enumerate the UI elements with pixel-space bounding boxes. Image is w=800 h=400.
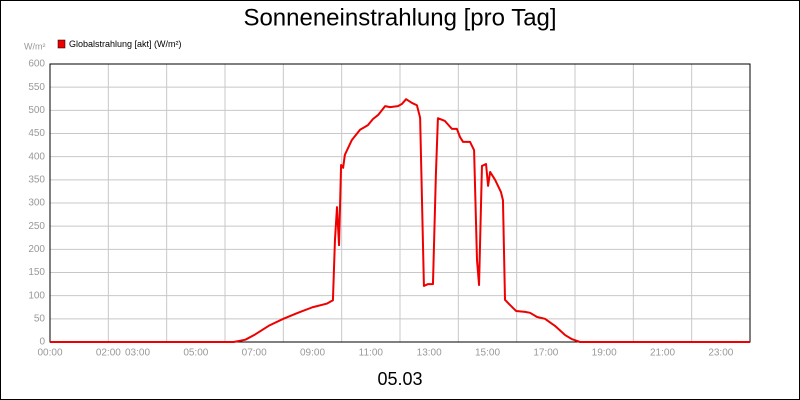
data-line [50, 98, 750, 343]
x-tick-label: 11:00 [359, 348, 384, 359]
x-tick-label: 21:00 [650, 348, 675, 359]
x-tick-label: 15:00 [475, 348, 500, 359]
y-tick-label: 350 [28, 174, 45, 185]
y-tick-label: 400 [28, 151, 45, 162]
x-tick-label: 17:00 [533, 348, 558, 359]
x-axis-label: 05.03 [377, 369, 422, 389]
y-tick-label: 500 [28, 105, 45, 116]
legend-label: Globalstrahlung [akt] (W/m²) [69, 39, 182, 49]
x-tick-label: 00:00 [37, 348, 62, 359]
x-tick-label: 07:00 [242, 348, 267, 359]
x-tick-label: 03:00 [125, 348, 150, 359]
y-tick-label: 150 [28, 267, 45, 278]
chart-title: Sonneneinstrahlung [pro Tag] [243, 4, 556, 31]
x-tick-label: 05:00 [183, 348, 208, 359]
y-tick-label: 450 [28, 128, 45, 139]
y-tick-label: 0 [39, 337, 45, 348]
plot-frame [49, 63, 751, 343]
x-tick-label: 02:00 [96, 348, 121, 359]
y-tick-label: 300 [28, 198, 45, 209]
x-tick-label: 19:00 [592, 348, 617, 359]
x-tick-label: 13:00 [417, 348, 442, 359]
y-tick-label: 600 [28, 59, 45, 70]
y-tick-label: 50 [34, 313, 46, 324]
y-tick-label: 200 [28, 244, 45, 255]
legend-swatch [57, 39, 66, 49]
y-tick-label: 100 [28, 290, 45, 301]
y-tick-label: 550 [28, 82, 45, 93]
x-tick-label: 23:00 [708, 348, 733, 359]
y-axis-label: W/m² [24, 41, 46, 51]
x-tick-label: 09:00 [300, 348, 325, 359]
y-tick-label: 250 [28, 221, 45, 232]
